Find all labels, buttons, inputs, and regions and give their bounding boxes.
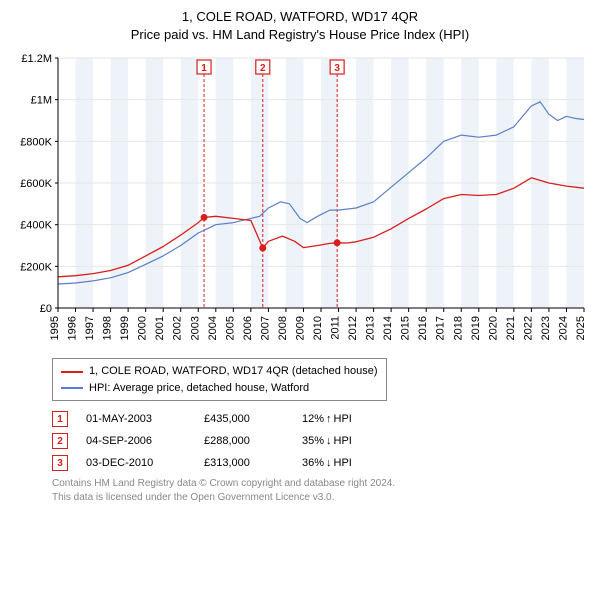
svg-text:3: 3 — [334, 63, 340, 74]
events-table: 1 01-MAY-2003 £435,000 12% ↑ HPI 2 04-SEP-200… — [52, 411, 590, 471]
event-number-box: 3 — [52, 455, 68, 471]
svg-text:2018: 2018 — [452, 316, 464, 340]
footer-line1: Contains HM Land Registry data © Crown c… — [52, 477, 590, 491]
svg-text:2021: 2021 — [505, 316, 517, 340]
svg-text:2006: 2006 — [242, 316, 254, 340]
event-diff: 12% ↑ HPI — [302, 413, 352, 425]
svg-text:2014: 2014 — [382, 316, 394, 340]
svg-text:2002: 2002 — [172, 316, 184, 340]
event-price: £435,000 — [204, 413, 284, 425]
svg-text:2013: 2013 — [365, 316, 377, 340]
svg-text:1996: 1996 — [67, 316, 79, 340]
event-date: 01-MAY-2003 — [86, 413, 186, 425]
svg-text:2019: 2019 — [470, 316, 482, 340]
event-diff-label: HPI — [334, 457, 352, 469]
event-diff-label: HPI — [334, 435, 352, 447]
svg-text:2010: 2010 — [312, 316, 324, 340]
svg-text:2011: 2011 — [330, 316, 342, 340]
title-subtitle: Price paid vs. HM Land Registry's House … — [10, 26, 590, 44]
event-price: £313,000 — [204, 457, 284, 469]
legend-swatch — [61, 387, 83, 389]
legend-label: HPI: Average price, detached house, Watf… — [89, 380, 309, 397]
svg-text:2015: 2015 — [400, 316, 412, 340]
event-diff: 36% ↓ HPI — [302, 457, 352, 469]
svg-text:2025: 2025 — [575, 316, 587, 340]
event-price: £288,000 — [204, 435, 284, 447]
svg-text:2000: 2000 — [137, 316, 149, 340]
event-number-box: 2 — [52, 433, 68, 449]
svg-text:2022: 2022 — [522, 316, 534, 340]
svg-text:1: 1 — [201, 63, 207, 74]
svg-text:2012: 2012 — [347, 316, 359, 340]
event-date: 03-DEC-2010 — [86, 457, 186, 469]
event-row: 1 01-MAY-2003 £435,000 12% ↑ HPI — [52, 411, 590, 427]
event-date: 04-SEP-2006 — [86, 435, 186, 447]
arrow-down-icon: ↓ — [326, 457, 332, 469]
svg-text:2023: 2023 — [540, 316, 552, 340]
svg-text:2020: 2020 — [487, 316, 499, 340]
svg-text:2: 2 — [260, 63, 266, 74]
svg-text:£400K: £400K — [20, 220, 52, 232]
footer-attribution: Contains HM Land Registry data © Crown c… — [52, 477, 590, 504]
arrow-down-icon: ↓ — [326, 435, 332, 447]
chart-container: 1, COLE ROAD, WATFORD, WD17 4QR Price pa… — [0, 0, 600, 512]
event-diff-label: HPI — [334, 413, 352, 425]
arrow-up-icon: ↑ — [326, 413, 332, 425]
chart-plot: £0 £200K £400K £600K £800K £1M £1.2M 1 2 3 1995 199… — [10, 52, 590, 352]
svg-text:2017: 2017 — [435, 316, 447, 340]
svg-text:2003: 2003 — [189, 316, 201, 340]
svg-text:2008: 2008 — [277, 316, 289, 340]
svg-text:£0: £0 — [40, 303, 52, 315]
svg-text:£800K: £800K — [20, 137, 52, 149]
event-diff-pct: 36% — [302, 457, 324, 469]
svg-text:2024: 2024 — [557, 316, 569, 340]
legend-row: 1, COLE ROAD, WATFORD, WD17 4QR (detache… — [61, 363, 378, 380]
event-row: 2 04-SEP-2006 £288,000 35% ↓ HPI — [52, 433, 590, 449]
svg-text:2009: 2009 — [294, 316, 306, 340]
title-address: 1, COLE ROAD, WATFORD, WD17 4QR — [10, 8, 590, 26]
svg-text:1997: 1997 — [84, 316, 96, 340]
event-number-box: 1 — [52, 411, 68, 427]
line-chart-svg: £0 £200K £400K £600K £800K £1M £1.2M 1 2 3 1995 199… — [10, 52, 590, 352]
legend-label: 1, COLE ROAD, WATFORD, WD17 4QR (detache… — [89, 363, 378, 380]
legend-swatch — [61, 371, 83, 373]
svg-text:1999: 1999 — [119, 316, 131, 340]
svg-text:2001: 2001 — [154, 316, 166, 340]
svg-text:1998: 1998 — [102, 316, 114, 340]
event-diff: 35% ↓ HPI — [302, 435, 352, 447]
svg-text:2005: 2005 — [224, 316, 236, 340]
svg-text:2016: 2016 — [417, 316, 429, 340]
legend-row: HPI: Average price, detached house, Watf… — [61, 380, 378, 397]
event-diff-pct: 12% — [302, 413, 324, 425]
legend: 1, COLE ROAD, WATFORD, WD17 4QR (detache… — [52, 358, 387, 401]
event-diff-pct: 35% — [302, 435, 324, 447]
svg-text:£600K: £600K — [20, 178, 52, 190]
svg-text:£200K: £200K — [20, 262, 52, 274]
event-row: 3 03-DEC-2010 £313,000 36% ↓ HPI — [52, 455, 590, 471]
svg-text:1995: 1995 — [49, 316, 61, 340]
svg-text:2007: 2007 — [259, 316, 271, 340]
footer-line2: This data is licensed under the Open Gov… — [52, 491, 590, 505]
svg-text:£1M: £1M — [31, 95, 52, 107]
svg-text:2004: 2004 — [207, 316, 219, 340]
svg-text:£1.2M: £1.2M — [21, 53, 52, 65]
